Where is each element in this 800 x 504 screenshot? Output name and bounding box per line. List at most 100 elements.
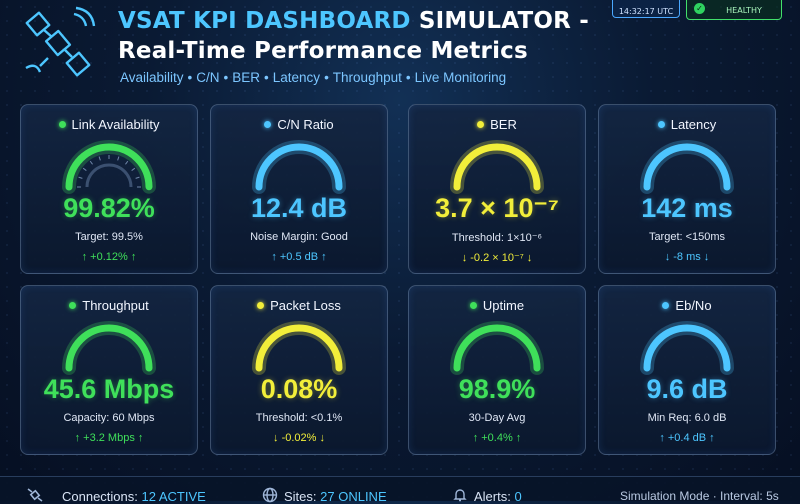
- connections-value: 12 ACTIVE: [141, 489, 206, 504]
- gauge-icon: [640, 321, 734, 375]
- kpi-card-title: Uptime: [409, 298, 585, 313]
- kpi-value: 45.6 Mbps: [43, 374, 175, 404]
- kpi-label: BER: [490, 117, 517, 132]
- status-dot-icon: [58, 121, 66, 128]
- kpi-delta: ↑ +0.12% ↑: [81, 251, 137, 263]
- status-dot-icon: [469, 302, 477, 309]
- gauge-glow: [640, 140, 734, 194]
- kpi-card[interactable]: Latency 142 ms Target: <150ms ↓ -8 ms ↓: [598, 104, 776, 274]
- kpi-target: Capacity: 60 Mbps: [63, 412, 155, 424]
- gauge-tick: [125, 160, 129, 165]
- gauge-glow: [62, 140, 156, 194]
- kpi-card[interactable]: Packet Loss 0.08% Threshold: <0.1% ↓ -0.02%…: [210, 285, 388, 455]
- kpi-card-title: C/N Ratio: [211, 117, 387, 132]
- subtitle-item: Latency: [272, 70, 321, 85]
- subtitle-separator: •: [264, 70, 269, 85]
- kpi-card-title: Eb/No: [599, 298, 775, 313]
- kpi-delta: ↑ +0.5 dB ↑: [271, 251, 327, 263]
- kpi-card[interactable]: BER 3.7 × 10⁻⁷ Threshold: 1×10⁻⁶ ↓ -0.2 × 1…: [408, 104, 586, 274]
- connections-status: Connections: 12 ACTIVE: [62, 489, 206, 504]
- sites-label: Sites:: [284, 489, 317, 504]
- kpi-card-title: Packet Loss: [211, 298, 387, 313]
- kpi-delta: ↑ +0.4 dB ↑: [659, 432, 715, 444]
- gauge-arc: [65, 143, 153, 191]
- kpi-label: Eb/No: [675, 298, 712, 313]
- kpi-value: 0.08%: [260, 374, 338, 404]
- alerts-label: Alerts:: [474, 489, 511, 504]
- kpi-value: 98.9%: [458, 374, 536, 404]
- title-highlight: VSAT KPI DASHBOARD: [118, 8, 411, 34]
- kpi-card-title: Latency: [599, 117, 775, 132]
- satellite-icon: [27, 488, 43, 502]
- simulation-mode-text: Simulation Mode · Interval: 5s: [620, 489, 779, 503]
- kpi-card-title: BER: [409, 117, 585, 132]
- kpi-card[interactable]: Uptime 98.9% 30-Day Avg ↑ +0.4% ↑: [408, 285, 586, 455]
- gauge-arc: [453, 143, 541, 191]
- alerts-status: Alerts: 0: [474, 489, 522, 504]
- kpi-target: Threshold: <0.1%: [255, 412, 343, 424]
- subtitle-item: C/N: [196, 70, 220, 85]
- kpi-value: 12.4 dB: [250, 193, 348, 223]
- kpi-card[interactable]: Link Availability 99.82% Target: 99.5% ↑ +0…: [20, 104, 198, 274]
- subtitle-separator: •: [405, 70, 411, 85]
- subtitle-separator: •: [187, 70, 193, 85]
- gauge-arc: [255, 324, 343, 372]
- subtitle-separator: •: [324, 70, 329, 85]
- gauge-arc: [643, 324, 731, 372]
- gauge-tick: [82, 167, 87, 171]
- sites-value: 27 ONLINE: [320, 489, 387, 504]
- kpi-target: 30-Day Avg: [468, 412, 526, 424]
- gauge-tick: [131, 167, 136, 171]
- status-dot-icon: [662, 302, 670, 309]
- gauge-arc: [643, 143, 731, 191]
- kpi-card[interactable]: Throughput 45.6 Mbps Capacity: 60 Mbps ↑ +3…: [20, 285, 198, 455]
- status-text: HEALTHY: [726, 6, 762, 15]
- gauge-icon: [252, 140, 346, 194]
- kpi-delta: ↓ -0.02% ↓: [273, 432, 325, 444]
- gauge-icon: [252, 321, 346, 375]
- gauge-tick: [78, 176, 83, 179]
- title-line-2: Real-Time Performance Metrics: [118, 38, 528, 64]
- kpi-value: 142 ms: [641, 193, 733, 223]
- status-bar: Connections: 12 ACTIVE Sites: 27 ONLINE …: [0, 476, 800, 504]
- kpi-label: Packet Loss: [270, 298, 341, 313]
- page-title: VSAT KPI DASHBOARD SIMULATOR - Real-Time…: [118, 6, 638, 66]
- connections-label: Connections:: [62, 489, 138, 504]
- status-dot-icon: [69, 302, 77, 309]
- gauge-tick: [117, 156, 120, 161]
- gauge-arc: [453, 324, 541, 372]
- kpi-target: Noise Margin: Good: [250, 231, 348, 243]
- kpi-target: Min Req: 6.0 dB: [647, 412, 727, 424]
- gauge-glow: [252, 321, 346, 375]
- bell-icon: [453, 489, 467, 502]
- kpi-delta: ↓ -8 ms ↓: [664, 251, 710, 263]
- check-icon: ✓: [694, 3, 705, 14]
- gauge-glow: [450, 321, 544, 375]
- globe-icon: [262, 487, 278, 503]
- subtitle-item: Availability: [120, 70, 184, 85]
- status-dot-icon: [477, 121, 485, 128]
- alerts-value: 0: [514, 489, 522, 504]
- kpi-card-title: Link Availability: [21, 117, 197, 132]
- kpi-value: 3.7 × 10⁻⁷: [435, 193, 559, 223]
- kpi-label: C/N Ratio: [277, 117, 334, 132]
- kpi-target: Target: 99.5%: [75, 231, 143, 243]
- subtitle-item: Live Monitoring: [414, 70, 507, 85]
- clock-time: 14:32:17 UTC: [618, 7, 674, 16]
- subtitle-item: BER: [232, 70, 261, 85]
- gauge-icon: [640, 140, 734, 194]
- kpi-target: Target: <150ms: [648, 231, 726, 243]
- kpi-card[interactable]: Eb/No 9.6 dB Min Req: 6.0 dB ↑ +0.4 dB ↑: [598, 285, 776, 455]
- gauge-glow: [640, 321, 734, 375]
- kpi-target: Threshold: 1×10⁻⁶: [451, 232, 543, 244]
- satellite-logo-icon: [25, 6, 96, 77]
- kpi-label: Link Availability: [71, 117, 160, 132]
- gauge-arc: [65, 324, 153, 372]
- gauge-tick: [98, 156, 101, 161]
- kpi-card[interactable]: C/N Ratio 12.4 dB Noise Margin: Good ↑ +0.5…: [210, 104, 388, 274]
- kpi-delta: ↑ +3.2 Mbps ↑: [74, 432, 144, 444]
- gauge-glow: [62, 321, 156, 375]
- kpi-label: Uptime: [482, 298, 525, 313]
- status-dot-icon: [257, 302, 265, 309]
- gauge-tick: [135, 176, 140, 179]
